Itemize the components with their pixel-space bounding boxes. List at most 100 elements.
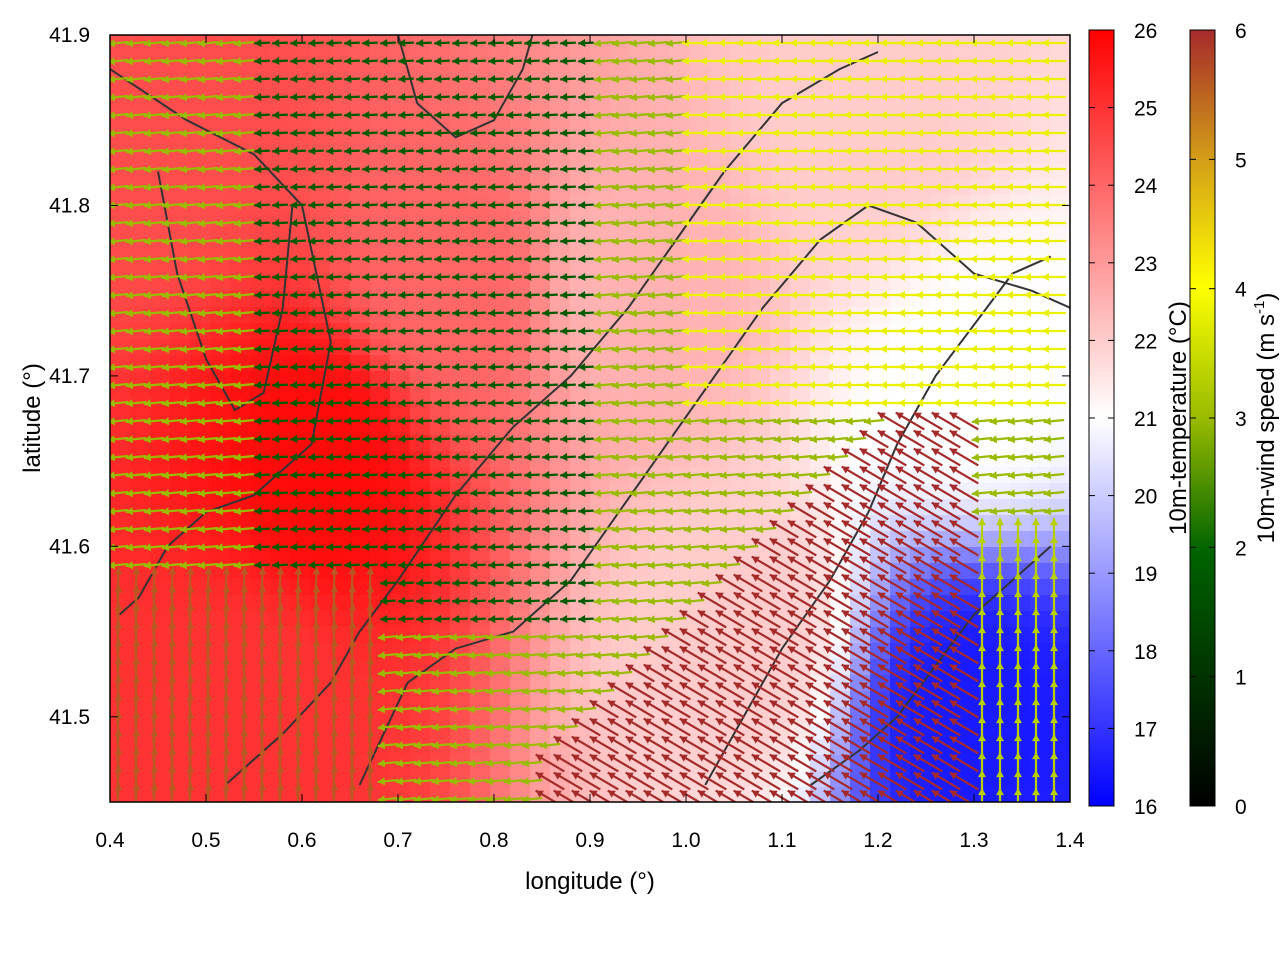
temperature-cell [550, 483, 571, 500]
temperature-cell [450, 483, 471, 500]
temperature-cell [910, 275, 931, 292]
temperature-cell [450, 51, 471, 68]
temperature-cell [530, 531, 551, 548]
temperature-cell [410, 131, 431, 148]
temperature-cell [190, 771, 211, 788]
wind-arrow-head [215, 273, 224, 282]
temperature-cell [330, 115, 351, 132]
temperature-cell [570, 243, 591, 260]
temperature-cell [170, 755, 191, 772]
temperature-cell [470, 67, 491, 84]
temperature-cell [650, 451, 671, 468]
temperature-cell [510, 227, 531, 244]
wind-arrow-head [272, 255, 280, 263]
temperature-cell [670, 563, 691, 580]
temperature-cell [770, 419, 791, 436]
temperature-cell [230, 115, 251, 132]
temperature-cell [170, 387, 191, 404]
temperature-cell [1050, 339, 1070, 356]
temperature-cell [570, 259, 591, 276]
wind-arrow-head [276, 639, 285, 647]
temperature-cell [350, 339, 371, 356]
temperature-cell [870, 99, 891, 116]
temperature-cell [470, 675, 491, 692]
temperature-cell [410, 563, 431, 580]
temperature-cell [230, 243, 251, 260]
temperature-cell [830, 163, 851, 180]
temperature-cell [470, 771, 491, 788]
wind-arrow-head [179, 543, 188, 552]
temperature-cell [890, 259, 911, 276]
temperature-cell [550, 595, 571, 612]
temperature-cell [810, 227, 831, 244]
temperature-cell [390, 291, 411, 308]
temperature-cell [350, 419, 371, 436]
temperature-cell [1010, 67, 1031, 84]
wind-arrow-head [254, 561, 262, 569]
temperature-cell [370, 499, 391, 516]
temperature-cell [290, 163, 311, 180]
wind-arrow-head [222, 765, 231, 773]
temperature-cell [610, 227, 631, 244]
temperature-cell [390, 419, 411, 436]
temperature-cell [470, 99, 491, 116]
temperature-cell [750, 387, 771, 404]
temperature-cell [530, 195, 551, 212]
wind-arrow-head [110, 363, 116, 372]
temperature-cell [130, 259, 151, 276]
temperature-cell [890, 275, 911, 292]
temperature-cell [810, 99, 831, 116]
temperature-cell [1010, 51, 1031, 68]
temperature-cell [530, 595, 551, 612]
temperature-cell [490, 531, 511, 548]
wind-arrow-head [150, 729, 159, 737]
temperature-cell [1030, 627, 1051, 644]
wind-arrow-head [290, 399, 298, 407]
temperature-cell [390, 99, 411, 116]
wind-arrow-head [110, 255, 116, 264]
temperature-cell [990, 403, 1011, 420]
temperature-cell [270, 387, 291, 404]
temperature-cell [790, 259, 811, 276]
temperature-cell [370, 627, 391, 644]
temperature-cell [1030, 403, 1051, 420]
temperature-cell [810, 403, 831, 420]
wind-arrow-head [110, 219, 116, 228]
wind-arrow-head [143, 543, 152, 552]
temperature-cell [210, 275, 231, 292]
temperature-cell [1030, 707, 1051, 724]
temperature-cell [330, 51, 351, 68]
temperature-cell [130, 723, 151, 740]
temperature-cell [450, 419, 471, 436]
temperature-cell [670, 243, 691, 260]
temperature-cell [130, 243, 151, 260]
temperature-cell [710, 147, 731, 164]
temperature-cell [470, 595, 491, 612]
temperature-cell [1010, 355, 1031, 372]
wind-arrow-head [161, 561, 170, 570]
temperature-cell [550, 147, 571, 164]
wind-arrow-head [290, 309, 298, 317]
temperature-cell [630, 531, 651, 548]
temperature-cell [390, 531, 411, 548]
temperature-cell [250, 243, 271, 260]
temperature-cell [270, 499, 291, 516]
temperature-cell [250, 547, 271, 564]
temperature-cell [450, 435, 471, 452]
wind-arrow-head [240, 783, 249, 791]
wind-arrow-head [294, 621, 303, 629]
temperature-cell [970, 755, 991, 772]
wind-arrow-head [125, 363, 134, 372]
temperature-cell [950, 115, 971, 132]
temperature-cell [910, 755, 931, 772]
temperature-cell [110, 339, 131, 356]
temperature-cell [890, 547, 911, 564]
temperature-cell [890, 355, 911, 372]
temperature-cell [790, 547, 811, 564]
wind-arrow-head [143, 399, 152, 408]
temperature-cell [130, 51, 151, 68]
temperature-cell [430, 227, 451, 244]
wind-arrow-head [125, 273, 134, 282]
wind-arrow-head [222, 747, 231, 755]
temperature-cell [530, 323, 551, 340]
